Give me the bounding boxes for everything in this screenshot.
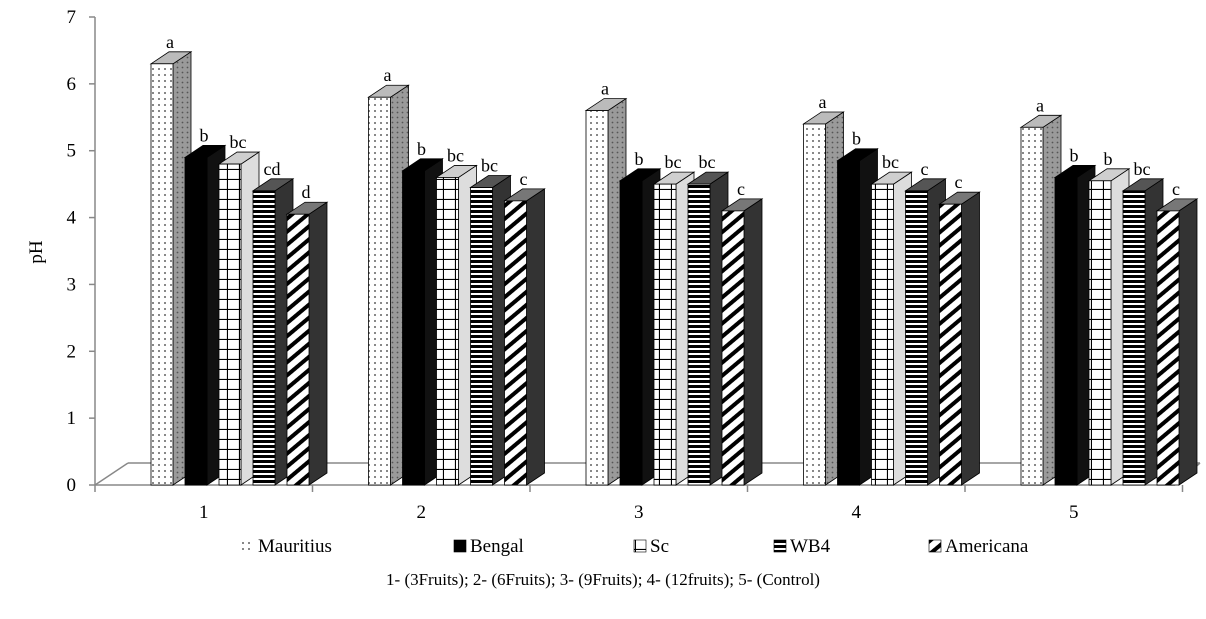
bar-front: [150, 63, 174, 486]
significance-letter: a: [384, 65, 392, 85]
bar-front: [871, 183, 894, 486]
legend-swatch: [928, 539, 942, 553]
legend-item: WB4: [773, 536, 831, 557]
legend-item: Mauritius: [242, 536, 332, 557]
legend: Mauritius Bengal Sc WB4 Americana: [242, 536, 1029, 557]
bar-side: [1178, 198, 1198, 486]
y-tick-label: 5: [67, 141, 77, 162]
y-tick-label: 7: [67, 7, 77, 28]
x-tick-label: 4: [852, 502, 862, 523]
bar-front: [721, 210, 745, 486]
bar-front: [218, 163, 242, 486]
significance-letter: a: [166, 32, 174, 52]
significance-letter: bc: [1134, 159, 1151, 179]
legend-label: Mauritius: [258, 536, 332, 557]
bar-front: [368, 96, 391, 486]
y-tick-label: 3: [67, 274, 77, 295]
x-tick-label: 5: [1069, 502, 1079, 523]
legend-item: Americana: [928, 536, 1029, 557]
significance-letter: bc: [882, 152, 899, 172]
bar-front: [687, 183, 711, 486]
significance-letter: a: [1036, 95, 1044, 115]
bar-front: [1156, 210, 1180, 486]
significance-letter: b: [200, 125, 209, 145]
x-tick-label: 3: [634, 502, 644, 523]
bar-front: [402, 170, 425, 486]
legend-swatch: [633, 539, 647, 553]
legend-item: Bengal: [453, 536, 524, 557]
bar: [1155, 198, 1199, 486]
y-tick-label: 0: [67, 475, 77, 496]
legend-label: Americana: [945, 536, 1029, 557]
bar-front: [470, 187, 493, 486]
caption: 1- (3Fruits); 2- (6Fruits); 3- (9Fruits)…: [386, 570, 820, 589]
x-tick-label: 2: [417, 502, 427, 523]
significance-letter: c: [737, 179, 745, 199]
bar-side: [961, 191, 980, 486]
bar: [503, 188, 546, 486]
significance-letter: d: [302, 182, 311, 202]
significance-letter: bc: [699, 152, 716, 172]
bar-front: [1122, 190, 1146, 486]
bar: [217, 151, 261, 486]
significance-letter: b: [635, 149, 644, 169]
significance-letter: bc: [481, 155, 498, 175]
legend-label: Bengal: [470, 536, 524, 557]
significance-letter: c: [1172, 179, 1180, 199]
significance-letter: b: [852, 129, 861, 149]
bar: [938, 191, 981, 486]
significance-letter: c: [921, 159, 929, 179]
bar: [285, 201, 329, 486]
significance-letter: c: [955, 172, 963, 192]
significance-letter: cd: [264, 159, 281, 179]
significance-letter: a: [819, 92, 827, 112]
bar-side: [743, 198, 763, 486]
legend-item: Sc: [633, 536, 669, 557]
bar-front: [184, 156, 208, 486]
bar-front: [585, 110, 609, 486]
bar-front: [1020, 126, 1044, 486]
legend-label: Sc: [650, 536, 669, 557]
bar-front: [286, 213, 310, 486]
y-axis-label: pH: [26, 240, 47, 264]
bar-front: [436, 177, 459, 486]
bar-front: [803, 123, 826, 486]
floor-left-edge: [94, 462, 129, 486]
significance-letter: a: [601, 79, 609, 99]
bar-front: [619, 180, 643, 486]
bar-side: [308, 201, 328, 486]
x-tick-label: 1: [199, 502, 209, 523]
significance-letter: bc: [230, 132, 247, 152]
bar-front: [939, 203, 962, 486]
significance-letter: c: [520, 169, 528, 189]
legend-label: WB4: [790, 536, 831, 557]
significance-letter: b: [1104, 149, 1113, 169]
bar-front: [252, 190, 276, 486]
y-tick-label: 2: [67, 341, 77, 362]
y-axis-ticks: 0 1 2 3 4 5 6 7: [67, 7, 95, 496]
legend-swatch: [242, 540, 254, 552]
bar-front: [504, 200, 527, 486]
bar-front: [1054, 177, 1078, 486]
bar-front: [653, 183, 677, 486]
legend-swatch: [453, 539, 467, 553]
bar-side: [526, 188, 545, 486]
y-tick-label: 4: [67, 208, 77, 229]
significance-letter: bc: [447, 145, 464, 165]
bar-front: [905, 190, 928, 486]
bar-front: [837, 160, 860, 486]
significance-letter: bc: [665, 152, 682, 172]
y-tick-label: 1: [67, 408, 77, 429]
significance-letter: b: [417, 139, 426, 159]
bar-front: [1088, 180, 1112, 486]
bars: [149, 51, 1199, 486]
bar: [720, 198, 764, 486]
y-tick-label: 6: [67, 74, 77, 95]
legend-swatch: [773, 539, 787, 553]
significance-letter: b: [1070, 145, 1079, 165]
x-axis-ticks: 1 2 3 4 5: [94, 485, 1184, 523]
